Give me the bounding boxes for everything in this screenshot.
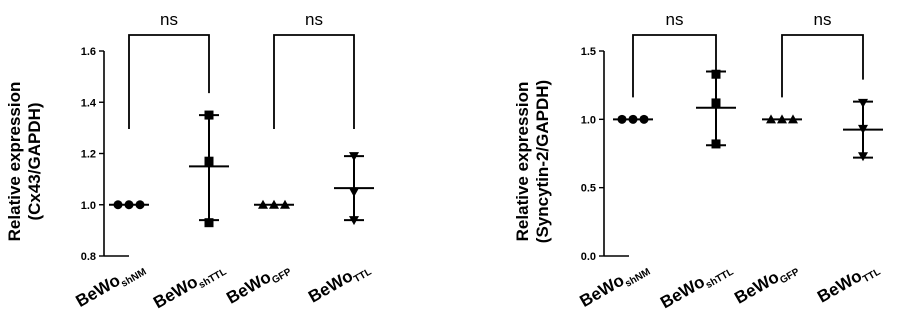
y-tick-label: 1.0 bbox=[581, 114, 596, 126]
x-tick-label-subscript: shTTL bbox=[704, 267, 735, 292]
x-tick-label: BeWoGFP bbox=[731, 257, 802, 310]
x-tick-label-base: BeWo bbox=[72, 271, 123, 311]
group-shTTL: BeWoshTTL bbox=[150, 110, 229, 315]
x-tick-label: BeWoshTTL bbox=[657, 257, 735, 315]
data-point-triangle-up bbox=[280, 199, 290, 209]
data-point-square bbox=[204, 156, 214, 166]
data-point-triangle-down bbox=[858, 98, 868, 108]
data-point-triangle-down bbox=[349, 152, 359, 162]
x-tick-label-base: BeWo bbox=[814, 266, 865, 306]
x-tick-label-subscript: GFP bbox=[270, 266, 294, 286]
x-tick-label-base: BeWo bbox=[223, 267, 274, 307]
y-tick-label: 1.5 bbox=[581, 46, 596, 58]
data-point-circle bbox=[113, 200, 123, 210]
y-axis-label: Relative expression (Syncytin-2/GAPDH) bbox=[513, 80, 552, 243]
x-tick-label-subscript: GFP bbox=[778, 266, 802, 286]
significance-bracket bbox=[128, 34, 210, 129]
data-point-triangle-up bbox=[766, 114, 776, 124]
data-point-square bbox=[711, 98, 721, 108]
significance-bracket bbox=[781, 34, 864, 98]
data-point-triangle-down bbox=[858, 152, 868, 162]
y-tick-label: 1.0 bbox=[81, 200, 96, 212]
data-point-circle bbox=[639, 114, 649, 124]
y-tick-label: 0.8 bbox=[81, 251, 96, 263]
x-tick-label-text: BeWoshNM bbox=[72, 257, 148, 314]
x-tick-label-text: BeWoGFP bbox=[223, 257, 294, 310]
significance-bracket bbox=[632, 34, 717, 98]
data-point-triangle-up bbox=[269, 199, 279, 209]
x-tick-label-text: BeWoshTTL bbox=[657, 257, 735, 315]
x-tick-label-base: BeWo bbox=[150, 272, 201, 312]
x-tick-label: BeWoshNM bbox=[72, 257, 148, 314]
x-tick-label-base: BeWo bbox=[576, 271, 627, 311]
y-tick-label: 1.2 bbox=[81, 149, 96, 161]
y-tick-label: 0.0 bbox=[581, 251, 596, 263]
y-axis-label-line-2: (Cx43/GAPDH) bbox=[25, 102, 44, 220]
data-point-square bbox=[204, 110, 214, 120]
data-point-triangle-down bbox=[349, 187, 359, 197]
group-GFP: BeWoGFP bbox=[223, 199, 294, 310]
y-tick-label: 1.4 bbox=[81, 97, 97, 109]
y-axis-label-line-1: Relative expression bbox=[5, 82, 24, 242]
x-tick-label-subscript: TTL bbox=[861, 267, 882, 286]
chart-panel-1: 0.8 1.0 1.2 1.4 1.6 Relative expression (Cx43/… bbox=[5, 10, 374, 315]
y-tick-label: 1.6 bbox=[81, 46, 96, 58]
x-tick-label-base: BeWo bbox=[731, 267, 782, 307]
x-tick-label-subscript: shTTL bbox=[197, 267, 228, 292]
data-point-circle bbox=[617, 114, 627, 124]
x-tick-label-subscript: TTL bbox=[352, 267, 373, 286]
group-GFP: BeWoGFP bbox=[731, 114, 802, 310]
y-axis-label-line-2: (Syncytin-2/GAPDH) bbox=[533, 80, 552, 243]
x-tick-label: BeWoshNM bbox=[576, 257, 652, 314]
x-tick-label-text: BeWoTTL bbox=[305, 257, 373, 309]
x-tick-label: BeWoGFP bbox=[223, 257, 294, 310]
data-point-circle bbox=[135, 200, 145, 210]
data-point-triangle-down bbox=[349, 216, 359, 226]
data-point-square bbox=[711, 69, 721, 79]
significance-label: ns bbox=[666, 10, 684, 29]
data-point-square bbox=[204, 218, 214, 228]
y-axis-label: Relative expression (Cx43/GAPDH) bbox=[5, 82, 44, 242]
significance-label: ns bbox=[305, 10, 323, 29]
chart-panel-2: 0.0 0.5 1.0 1.5 Relative expression (Syncytin… bbox=[513, 10, 883, 315]
y-axis-label-line-1: Relative expression bbox=[513, 82, 532, 242]
x-tick-label-text: BeWoGFP bbox=[731, 257, 802, 310]
significance-bracket bbox=[273, 34, 355, 129]
data-point-circle bbox=[124, 200, 134, 210]
x-tick-label-base: BeWo bbox=[657, 272, 708, 312]
data-point-triangle-up bbox=[788, 114, 798, 124]
x-tick-label: BeWoTTL bbox=[814, 257, 882, 309]
x-tick-label-base: BeWo bbox=[305, 266, 356, 306]
x-tick-label-text: BeWoshTTL bbox=[150, 257, 228, 315]
data-point-triangle-down bbox=[858, 124, 868, 134]
data-point-square bbox=[711, 139, 721, 149]
data-point-triangle-up bbox=[258, 199, 268, 209]
x-tick-label-text: BeWoTTL bbox=[814, 257, 882, 309]
data-point-circle bbox=[628, 114, 638, 124]
x-tick-label-text: BeWoshNM bbox=[576, 257, 652, 314]
group-shTTL: BeWoshTTL bbox=[657, 69, 736, 315]
data-point-triangle-up bbox=[777, 114, 787, 124]
y-tick-label: 0.5 bbox=[581, 183, 596, 195]
x-tick-label-subscript: shNM bbox=[119, 267, 148, 290]
x-tick-label: BeWoshTTL bbox=[150, 257, 228, 315]
x-tick-label: BeWoTTL bbox=[305, 257, 373, 309]
significance-label: ns bbox=[814, 10, 832, 29]
group-TTL: BeWoTTL bbox=[305, 152, 374, 309]
significance-label: ns bbox=[160, 10, 178, 29]
group-TTL: BeWoTTL bbox=[814, 98, 883, 309]
x-tick-label-subscript: shNM bbox=[623, 267, 652, 290]
group-shNM: BeWoshNM bbox=[576, 114, 653, 314]
